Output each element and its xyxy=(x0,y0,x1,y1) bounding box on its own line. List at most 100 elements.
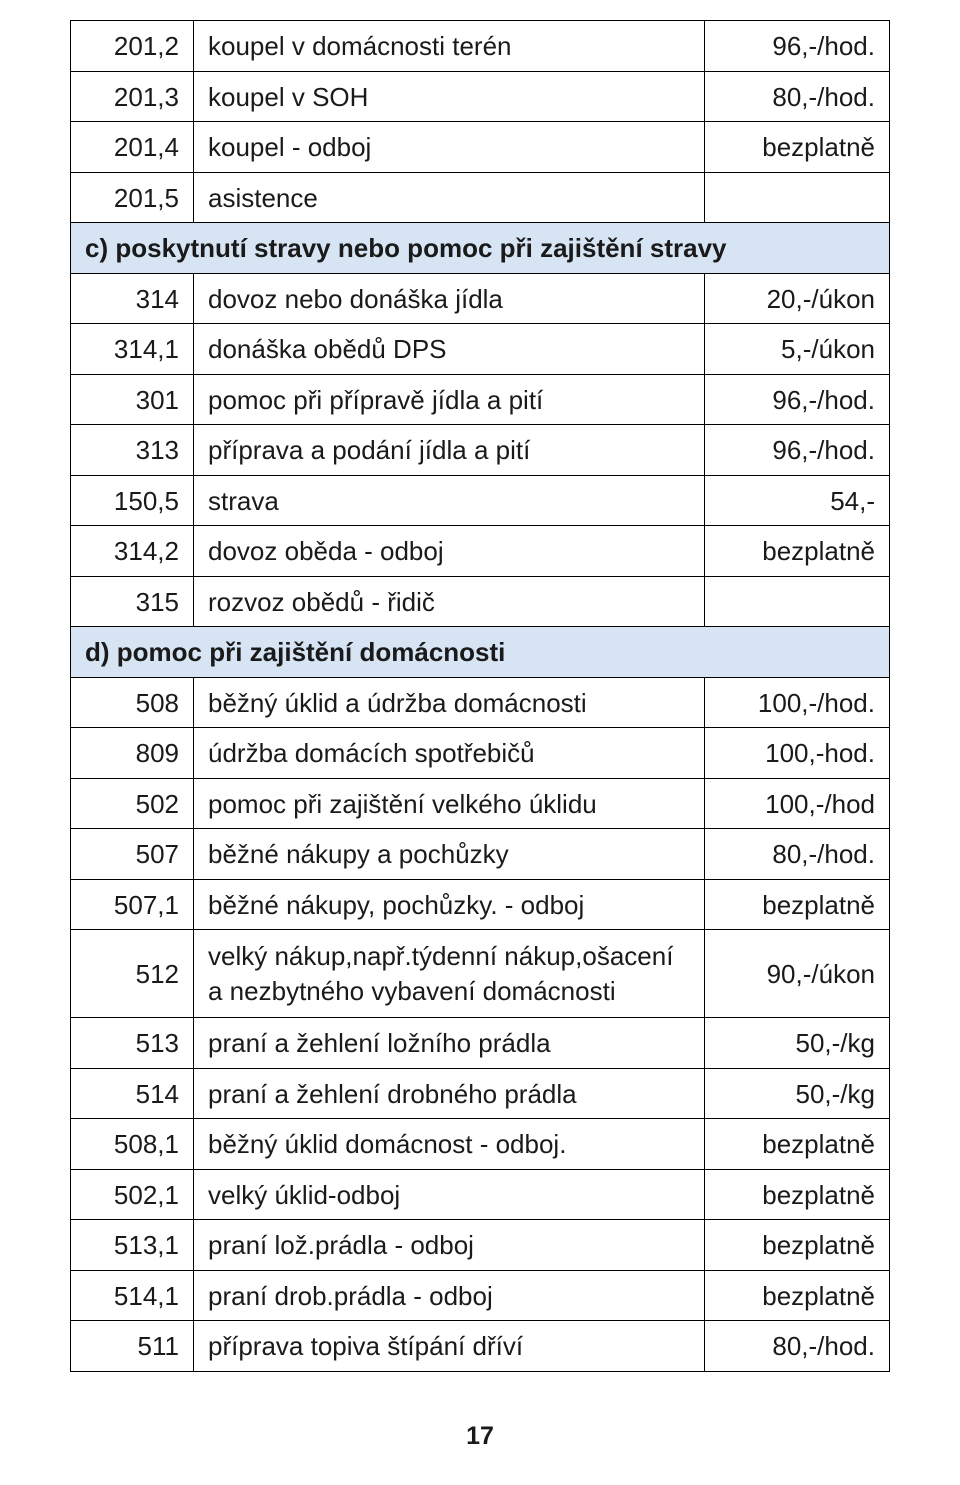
table-row: 508,1běžný úklid domácnost - odboj.bezpl… xyxy=(71,1119,890,1170)
section-label: c) poskytnutí stravy nebo pomoc při zaji… xyxy=(71,223,890,274)
price-cell: 20,-/úkon xyxy=(705,273,890,324)
table-row: 314,1donáška obědů DPS5,-/úkon xyxy=(71,324,890,375)
table-row: 512velký nákup,např.týdenní nákup,ošacen… xyxy=(71,930,890,1018)
code-cell: 313 xyxy=(71,425,194,476)
description-cell: běžné nákupy, pochůzky. - odboj xyxy=(194,879,705,930)
description-cell: praní lož.prádla - odboj xyxy=(194,1220,705,1271)
table-row: 314dovoz nebo donáška jídla20,-/úkon xyxy=(71,273,890,324)
description-cell: příprava a podání jídla a pití xyxy=(194,425,705,476)
code-cell: 314 xyxy=(71,273,194,324)
code-cell: 201,3 xyxy=(71,71,194,122)
table-row: 201,3koupel v SOH80,-/hod. xyxy=(71,71,890,122)
code-cell: 513,1 xyxy=(71,1220,194,1271)
description-cell: praní a žehlení drobného prádla xyxy=(194,1068,705,1119)
description-cell: údržba domácích spotřebičů xyxy=(194,728,705,779)
table-row: 511příprava topiva štípání dříví80,-/hod… xyxy=(71,1321,890,1372)
table-row: 508běžný úklid a údržba domácnosti100,-/… xyxy=(71,677,890,728)
table-row: 809údržba domácích spotřebičů100,-hod. xyxy=(71,728,890,779)
code-cell: 201,4 xyxy=(71,122,194,173)
description-cell: příprava topiva štípání dříví xyxy=(194,1321,705,1372)
description-cell: běžný úklid a údržba domácnosti xyxy=(194,677,705,728)
page-number: 17 xyxy=(0,1422,960,1451)
table-row: 201,2koupel v domácnosti terén96,-/hod. xyxy=(71,21,890,72)
code-cell: 514 xyxy=(71,1068,194,1119)
code-cell: 150,5 xyxy=(71,475,194,526)
description-cell: velký úklid-odboj xyxy=(194,1169,705,1220)
code-cell: 301 xyxy=(71,374,194,425)
table-row: 314,2dovoz oběda - odbojbezplatně xyxy=(71,526,890,577)
table-row: 150,5strava54,- xyxy=(71,475,890,526)
description-cell: praní a žehlení ložního prádla xyxy=(194,1018,705,1069)
price-cell xyxy=(705,576,890,627)
description-cell: dovoz oběda - odboj xyxy=(194,526,705,577)
table-row: 513praní a žehlení ložního prádla50,-/kg xyxy=(71,1018,890,1069)
price-table: 201,2koupel v domácnosti terén96,-/hod.2… xyxy=(70,20,890,1372)
code-cell: 507 xyxy=(71,829,194,880)
price-cell: bezplatně xyxy=(705,879,890,930)
section-header-row: c) poskytnutí stravy nebo pomoc při zaji… xyxy=(71,223,890,274)
table-row: 315rozvoz obědů - řidič xyxy=(71,576,890,627)
description-cell: asistence xyxy=(194,172,705,223)
price-cell: 54,- xyxy=(705,475,890,526)
code-cell: 512 xyxy=(71,930,194,1018)
price-cell: 80,-/hod. xyxy=(705,1321,890,1372)
price-cell: 96,-/hod. xyxy=(705,374,890,425)
description-cell: koupel - odboj xyxy=(194,122,705,173)
price-cell: 80,-/hod. xyxy=(705,829,890,880)
price-cell: bezplatně xyxy=(705,1270,890,1321)
code-cell: 508,1 xyxy=(71,1119,194,1170)
description-cell: běžný úklid domácnost - odboj. xyxy=(194,1119,705,1170)
table-row: 513,1praní lož.prádla - odbojbezplatně xyxy=(71,1220,890,1271)
price-cell: 80,-/hod. xyxy=(705,71,890,122)
code-cell: 314,1 xyxy=(71,324,194,375)
price-cell xyxy=(705,172,890,223)
code-cell: 502 xyxy=(71,778,194,829)
table-row: 201,5asistence xyxy=(71,172,890,223)
price-cell: bezplatně xyxy=(705,122,890,173)
price-cell: 100,-/hod. xyxy=(705,677,890,728)
table-row: 514,1praní drob.prádla - odbojbezplatně xyxy=(71,1270,890,1321)
description-cell: velký nákup,např.týdenní nákup,ošacení a… xyxy=(194,930,705,1018)
code-cell: 514,1 xyxy=(71,1270,194,1321)
description-cell: pomoc při zajištění velkého úklidu xyxy=(194,778,705,829)
price-cell: 50,-/kg xyxy=(705,1018,890,1069)
code-cell: 511 xyxy=(71,1321,194,1372)
table-row: 201,4koupel - odbojbezplatně xyxy=(71,122,890,173)
table-row: 313příprava a podání jídla a pití96,-/ho… xyxy=(71,425,890,476)
code-cell: 508 xyxy=(71,677,194,728)
table-row: 502pomoc při zajištění velkého úklidu100… xyxy=(71,778,890,829)
code-cell: 201,5 xyxy=(71,172,194,223)
price-cell: bezplatně xyxy=(705,526,890,577)
code-cell: 502,1 xyxy=(71,1169,194,1220)
price-cell: bezplatně xyxy=(705,1220,890,1271)
table-body: 201,2koupel v domácnosti terén96,-/hod.2… xyxy=(71,21,890,1372)
price-cell: 5,-/úkon xyxy=(705,324,890,375)
description-cell: koupel v SOH xyxy=(194,71,705,122)
price-cell: 96,-/hod. xyxy=(705,21,890,72)
description-cell: pomoc při přípravě jídla a pití xyxy=(194,374,705,425)
description-cell: rozvoz obědů - řidič xyxy=(194,576,705,627)
code-cell: 314,2 xyxy=(71,526,194,577)
description-cell: běžné nákupy a pochůzky xyxy=(194,829,705,880)
description-cell: strava xyxy=(194,475,705,526)
price-cell: 100,-/hod xyxy=(705,778,890,829)
price-cell: 100,-hod. xyxy=(705,728,890,779)
price-cell: 90,-/úkon xyxy=(705,930,890,1018)
table-row: 301pomoc při přípravě jídla a pití96,-/h… xyxy=(71,374,890,425)
page: 201,2koupel v domácnosti terén96,-/hod.2… xyxy=(0,0,960,1485)
price-cell: bezplatně xyxy=(705,1119,890,1170)
code-cell: 513 xyxy=(71,1018,194,1069)
price-cell: 50,-/kg xyxy=(705,1068,890,1119)
code-cell: 315 xyxy=(71,576,194,627)
table-row: 507,1běžné nákupy, pochůzky. - odbojbezp… xyxy=(71,879,890,930)
code-cell: 809 xyxy=(71,728,194,779)
section-header-row: d) pomoc při zajištění domácnosti xyxy=(71,627,890,678)
code-cell: 201,2 xyxy=(71,21,194,72)
description-cell: koupel v domácnosti terén xyxy=(194,21,705,72)
price-cell: bezplatně xyxy=(705,1169,890,1220)
table-row: 514praní a žehlení drobného prádla50,-/k… xyxy=(71,1068,890,1119)
table-row: 502,1velký úklid-odbojbezplatně xyxy=(71,1169,890,1220)
table-row: 507běžné nákupy a pochůzky80,-/hod. xyxy=(71,829,890,880)
description-cell: dovoz nebo donáška jídla xyxy=(194,273,705,324)
description-cell: praní drob.prádla - odboj xyxy=(194,1270,705,1321)
